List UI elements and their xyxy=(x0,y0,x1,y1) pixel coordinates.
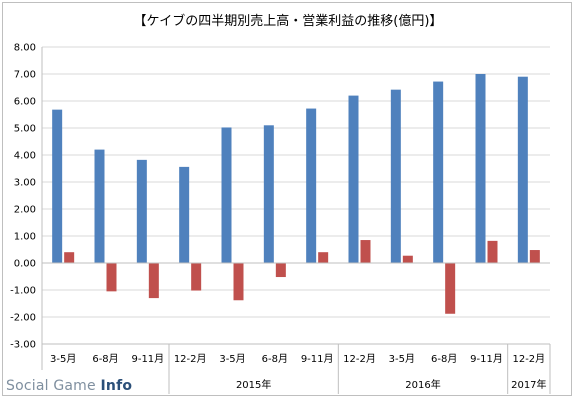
y-tick-label: 8.00 xyxy=(14,43,36,54)
category-label: 6-8月 xyxy=(92,353,118,365)
bar-series-1 xyxy=(263,125,274,263)
bar-series-2 xyxy=(191,263,202,291)
watermark-brand: Info xyxy=(100,378,133,394)
bar-series-1 xyxy=(52,109,63,263)
y-tick-label: 7.00 xyxy=(14,70,36,81)
group-label: 2016年 xyxy=(405,378,440,391)
bar-series-1 xyxy=(94,149,105,263)
category-label: 3-5月 xyxy=(50,353,76,365)
bar-series-2 xyxy=(106,263,117,292)
chart-frame xyxy=(2,2,572,396)
bar-series-1 xyxy=(179,166,190,263)
y-tick-label: 3.00 xyxy=(14,178,36,189)
y-tick-label: 4.00 xyxy=(14,151,36,162)
chart-title: 【ケイブの四半期別売上高・営業利益の推移(億円)】 xyxy=(133,14,443,29)
bar-series-1 xyxy=(390,89,401,263)
category-label: 3-5月 xyxy=(389,353,415,365)
bar-series-2 xyxy=(64,252,75,263)
bar-series-1 xyxy=(348,95,359,263)
y-tick-label: 0.00 xyxy=(14,259,36,270)
watermark-logo: Social Game Info xyxy=(6,378,132,394)
bar-series-1 xyxy=(517,76,528,263)
category-label: 3-5月 xyxy=(219,353,245,365)
bar-series-1 xyxy=(475,74,486,263)
bar-series-2 xyxy=(275,263,286,278)
y-tick-label: -3.00 xyxy=(10,340,36,351)
y-tick-label: 2.00 xyxy=(14,205,36,216)
bar-series-2 xyxy=(233,263,244,301)
y-tick-label: 1.00 xyxy=(14,232,36,243)
category-label: 6-8月 xyxy=(431,353,457,365)
bar-series-2 xyxy=(318,252,329,263)
y-tick-label: -2.00 xyxy=(10,313,36,324)
category-label: 9-11月 xyxy=(301,353,334,365)
category-label: 6-8月 xyxy=(262,353,288,365)
bar-series-2 xyxy=(487,240,498,263)
bar-series-2 xyxy=(445,263,456,314)
category-label: 9-11月 xyxy=(131,353,164,365)
group-label: 2017年 xyxy=(511,378,546,391)
bar-series-1 xyxy=(221,127,232,264)
bar-series-2 xyxy=(529,250,540,263)
bar-series-2 xyxy=(402,255,413,263)
y-tick-label: 6.00 xyxy=(14,97,36,108)
group-label: 2015年 xyxy=(236,378,271,391)
category-label: 12-2月 xyxy=(343,353,376,365)
category-label: 9-11月 xyxy=(470,353,503,365)
watermark-prefix: Social Game xyxy=(6,378,101,394)
bar-series-1 xyxy=(306,108,317,263)
bar-series-2 xyxy=(148,263,159,299)
bar-series-2 xyxy=(360,240,371,263)
bar-series-1 xyxy=(136,159,147,263)
y-tick-label: -1.00 xyxy=(10,286,36,297)
bar-series-1 xyxy=(433,81,444,263)
y-tick-label: 5.00 xyxy=(14,124,36,135)
category-label: 12-2月 xyxy=(512,353,545,365)
category-label: 12-2月 xyxy=(174,353,207,365)
